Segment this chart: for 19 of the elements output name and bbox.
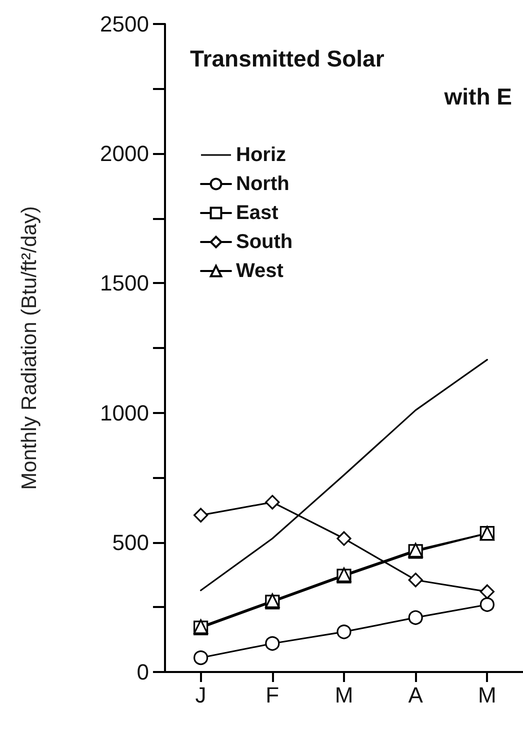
legend-label: South	[236, 231, 293, 253]
text: with E	[443, 84, 512, 110]
x-tick-label: M	[478, 682, 496, 708]
y-tick-label: 1500	[100, 270, 149, 296]
y-tick-label: 500	[112, 530, 149, 555]
legend-label: Horiz	[236, 144, 286, 166]
y-tick-label: 2500	[100, 12, 149, 36]
legend-label: East	[236, 202, 279, 224]
x-tick-label: A	[408, 682, 424, 708]
y-tick-label: 0	[136, 660, 149, 684]
legend-label: North	[236, 173, 290, 195]
y-tick-label: 2000	[100, 141, 149, 166]
y-axis-title: Monthly Radiation (Btu/ft²/day)	[18, 206, 41, 490]
legend-label: West	[236, 260, 284, 282]
y-tick-label: 1000	[100, 400, 149, 426]
x-tick-label: M	[334, 682, 354, 708]
x-tick-label: J	[195, 682, 206, 708]
x-tick-label: F	[266, 682, 280, 708]
text: Transmitted Solar	[190, 46, 384, 72]
